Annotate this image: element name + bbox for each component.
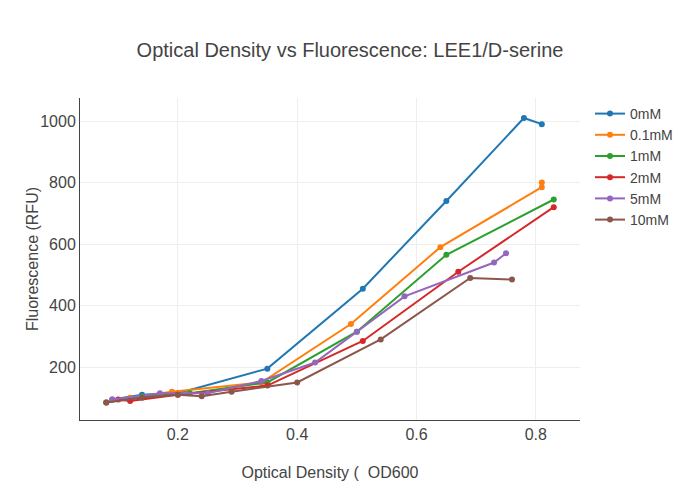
- svg-text:Fluorescence (RFU): Fluorescence (RFU): [24, 187, 41, 331]
- svg-text:5mM: 5mM: [630, 191, 661, 207]
- svg-text:200: 200: [49, 359, 76, 376]
- svg-text:600: 600: [49, 236, 76, 253]
- svg-text:0.8: 0.8: [525, 426, 547, 443]
- svg-text:0mM: 0mM: [630, 106, 661, 122]
- svg-text:0.6: 0.6: [405, 426, 427, 443]
- svg-text:400: 400: [49, 297, 76, 314]
- svg-text:800: 800: [49, 174, 76, 191]
- svg-text:2mM: 2mM: [630, 170, 661, 186]
- svg-text:0.2: 0.2: [167, 426, 189, 443]
- svg-text:0.1mM: 0.1mM: [630, 127, 673, 143]
- svg-text:Optical Density ( OD600: Optical Density ( OD600: [242, 464, 419, 481]
- svg-text:1mM: 1mM: [630, 148, 661, 164]
- svg-text:1000: 1000: [40, 113, 76, 130]
- svg-text:Optical Density vs Fluorescenc: Optical Density vs Fluorescence: LEE1/D-…: [137, 39, 564, 61]
- svg-text:10mM: 10mM: [630, 212, 669, 228]
- svg-text:0.4: 0.4: [286, 426, 308, 443]
